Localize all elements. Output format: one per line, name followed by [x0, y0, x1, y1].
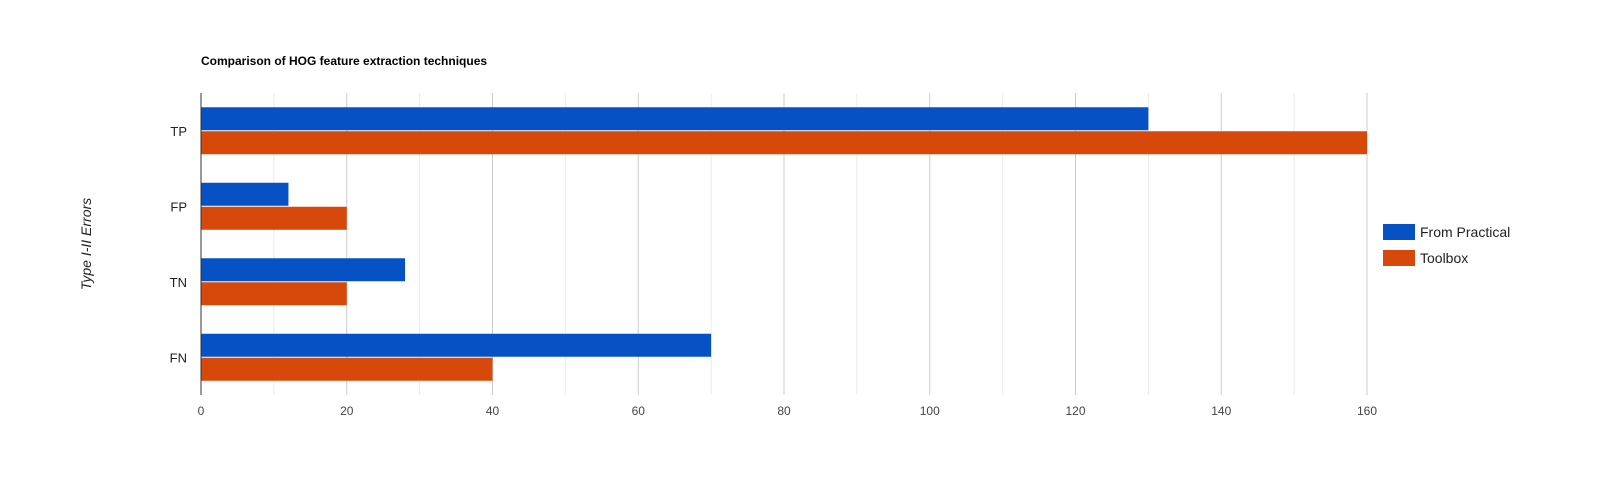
- x-tick-label: 40: [486, 404, 500, 418]
- x-tick-label: 140: [1211, 404, 1231, 418]
- bar-fn-toolbox: [201, 357, 493, 381]
- x-tick-label: 20: [340, 404, 354, 418]
- legend-swatch-toolbox: [1383, 250, 1415, 266]
- x-tick-labels: 0 20 40 60 80 100 120 140 160: [198, 404, 1378, 418]
- legend-swatch-from-practical: [1383, 224, 1415, 240]
- category-label-fn: FN: [170, 350, 187, 365]
- bar-tn-toolbox: [201, 282, 347, 306]
- bar-tn-from-practical: [201, 258, 406, 282]
- bar-tp-from-practical: [201, 107, 1149, 131]
- bar-fp-toolbox: [201, 206, 347, 230]
- bars: [201, 107, 1367, 381]
- bar-tp-toolbox: [201, 131, 1367, 155]
- x-tick-label: 100: [920, 404, 940, 418]
- legend-label-toolbox: Toolbox: [1420, 250, 1468, 266]
- x-tick-label: 80: [777, 404, 791, 418]
- x-tick-label: 160: [1357, 404, 1377, 418]
- legend: From Practical Toolbox: [1383, 224, 1510, 266]
- x-tick-label: 120: [1065, 404, 1085, 418]
- x-tick-label: 60: [632, 404, 646, 418]
- category-label-tn: TN: [170, 275, 187, 290]
- category-labels: TP FP TN FN: [170, 124, 187, 366]
- legend-label-from-practical: From Practical: [1420, 224, 1510, 240]
- chart-title: Comparison of HOG feature extraction tec…: [201, 54, 487, 68]
- bar-fp-from-practical: [201, 182, 289, 206]
- category-label-tp: TP: [170, 124, 187, 139]
- x-tick-label: 0: [198, 404, 205, 418]
- y-axis-title: Type I-II Errors: [78, 198, 94, 290]
- bar-fn-from-practical: [201, 333, 712, 357]
- category-label-fp: FP: [170, 199, 187, 214]
